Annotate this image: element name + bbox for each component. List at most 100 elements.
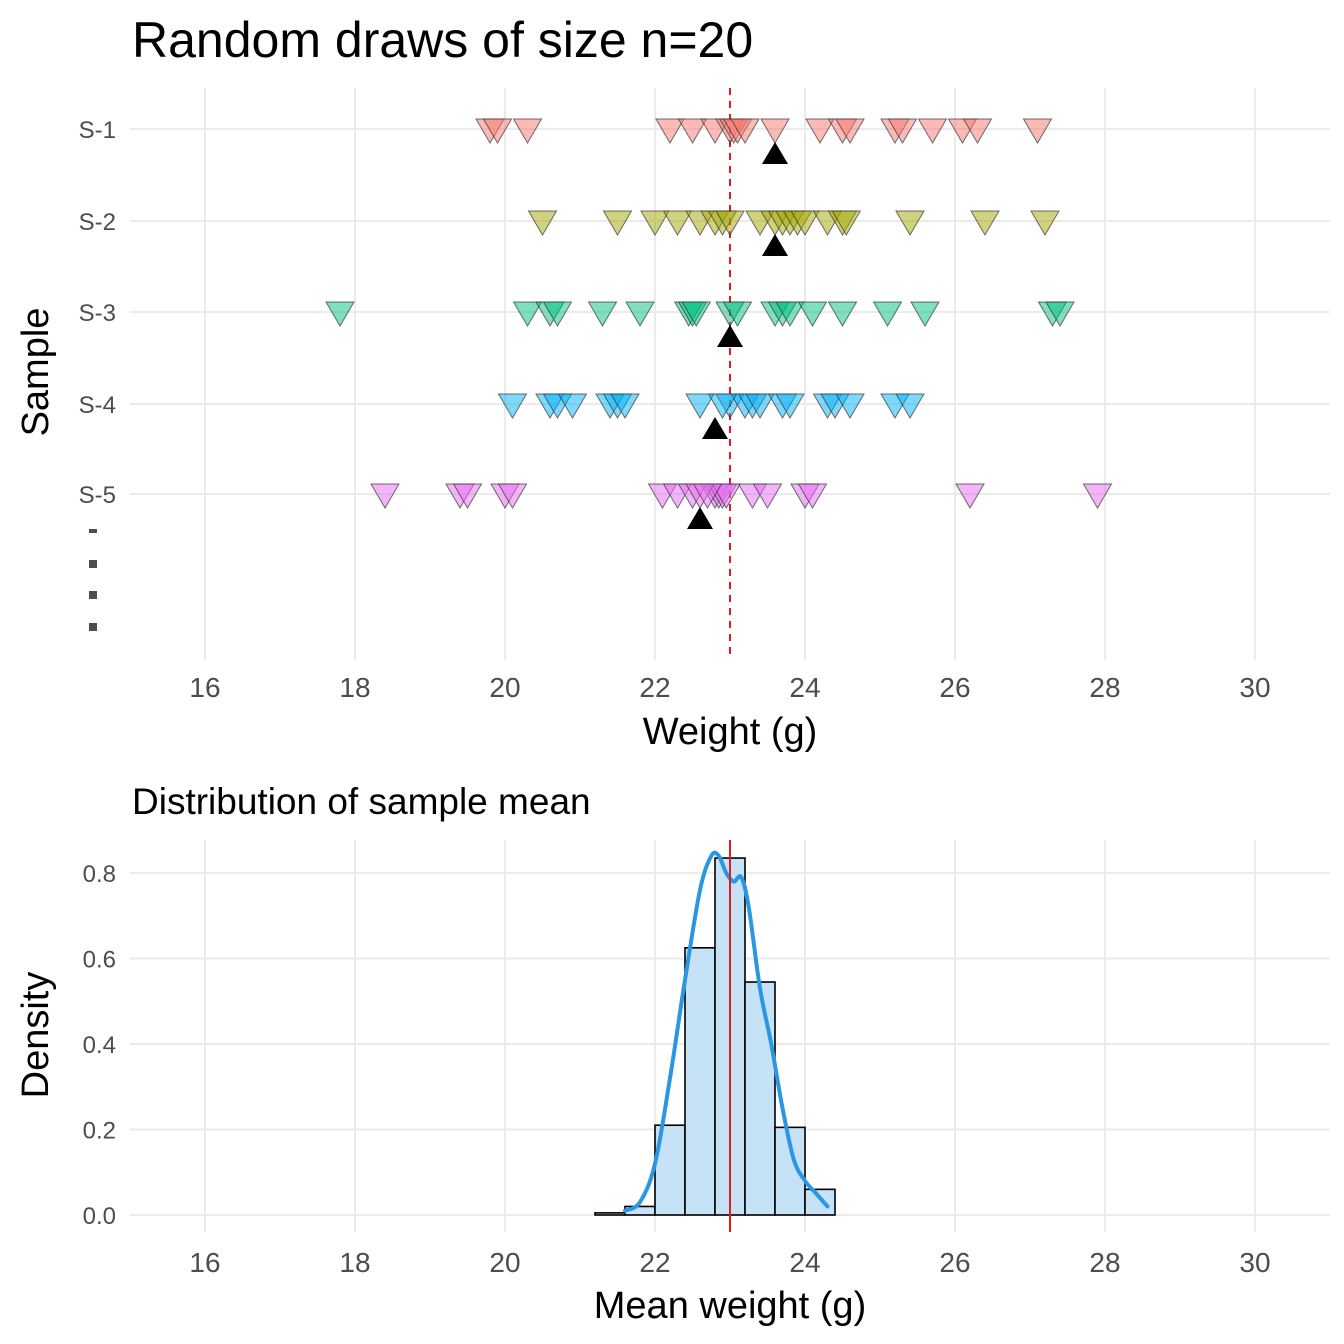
- x-tick-label: 26: [939, 1247, 970, 1278]
- sample-point: [962, 118, 993, 144]
- y-tick-label: 0.6: [83, 947, 116, 974]
- sample-point: [557, 393, 588, 419]
- x-tick-label: 24: [789, 1247, 820, 1278]
- scatter-title: Random draws of size n=20: [132, 12, 753, 68]
- sample-point: [797, 483, 828, 509]
- histogram-title: Distribution of sample mean: [132, 781, 591, 822]
- sample-point: [370, 483, 400, 509]
- x-tick-label: 22: [639, 1247, 670, 1278]
- sample-point: [452, 483, 483, 509]
- x-tick-label: 28: [1089, 1247, 1120, 1278]
- sample-point: [895, 393, 925, 419]
- sample-mean-marker: [702, 417, 728, 439]
- sample-mean-marker: [687, 507, 713, 529]
- ellipsis-dot: [89, 591, 97, 599]
- scatter-x-tick-labels: 16 18 20 22 24 26 28 30: [189, 672, 1270, 703]
- histogram-bar: [684, 947, 716, 1216]
- sample-point: [805, 118, 835, 144]
- y-tick-label: S-4: [79, 392, 116, 419]
- x-tick-label: 24: [789, 672, 820, 703]
- sample-point: [910, 301, 940, 327]
- x-tick-label: 26: [939, 672, 970, 703]
- sample-point: [752, 483, 783, 509]
- sample-point: [325, 301, 355, 327]
- sample-point: [497, 393, 528, 419]
- x-tick-label: 16: [189, 1247, 220, 1278]
- sample-point: [677, 118, 708, 144]
- ellipsis-dot: [89, 529, 97, 533]
- histogram-bar: [744, 981, 776, 1216]
- sample-mean-marker: [717, 325, 743, 347]
- sample-point: [610, 393, 640, 419]
- sample-point: [872, 301, 903, 327]
- y-tick-label: 0.0: [83, 1203, 116, 1230]
- sample-point: [745, 393, 775, 419]
- scatter-y-tick-labels: S-1 S-2 S-3 S-4 S-5: [79, 117, 116, 631]
- sample-point: [797, 301, 828, 327]
- y-tick-label: 0.2: [83, 1118, 116, 1145]
- sample-point: [662, 210, 693, 236]
- sample-point: [655, 118, 685, 144]
- sample-point: [730, 118, 760, 144]
- sample-mean-marker: [762, 234, 788, 256]
- x-tick-label: 22: [639, 672, 670, 703]
- density-curve: [623, 850, 830, 1213]
- sample-point: [602, 210, 633, 236]
- sample-point: [542, 301, 573, 327]
- y-tick-label: S-2: [79, 209, 116, 236]
- sample-point: [715, 210, 745, 236]
- sample-point: [917, 118, 948, 144]
- scatter-y-axis-title: Sample: [15, 308, 57, 437]
- ellipsis-dot: [89, 560, 97, 568]
- sample-point: [775, 301, 805, 327]
- scatter-points: [325, 118, 1113, 509]
- sample-point: [1082, 483, 1113, 509]
- sample-point: [1030, 210, 1060, 236]
- x-tick-label: 28: [1089, 672, 1120, 703]
- y-tick-label: 0.4: [83, 1032, 116, 1059]
- sample-mean-marker: [762, 142, 788, 164]
- sample-point: [497, 483, 528, 509]
- sample-point: [835, 393, 865, 419]
- sample-point: [640, 210, 670, 236]
- sample-point: [835, 118, 865, 144]
- density-curve-line: [623, 850, 830, 1213]
- sample-point: [790, 210, 820, 236]
- y-tick-label: S-3: [79, 300, 116, 327]
- histogram-panel: Distribution of sample mean 16 18 20 22 24 26…: [15, 781, 1330, 1327]
- histogram-x-tick-labels: 16 18 20 22 24 26 28 30: [189, 1247, 1270, 1278]
- sample-point: [527, 210, 558, 236]
- sample-point: [707, 393, 738, 419]
- sample-point: [482, 118, 513, 144]
- sample-point: [512, 118, 543, 144]
- sample-point: [722, 301, 753, 327]
- sample-point: [970, 210, 1000, 236]
- histogram-bar: [594, 1212, 626, 1216]
- sample-point: [760, 118, 790, 144]
- histogram-bar: [804, 1188, 836, 1216]
- sample-point: [681, 301, 712, 327]
- sample-point: [1022, 118, 1053, 144]
- x-tick-label: 18: [339, 1247, 370, 1278]
- sample-point: [587, 301, 618, 327]
- sample-point: [625, 301, 655, 327]
- x-tick-label: 20: [489, 1247, 520, 1278]
- x-tick-label: 30: [1239, 672, 1270, 703]
- y-tick-label: S-1: [79, 117, 116, 144]
- scatter-x-axis-title: Weight (g): [643, 711, 818, 753]
- x-tick-label: 16: [189, 672, 220, 703]
- scatter-mean-markers: [687, 142, 788, 529]
- sample-point: [887, 118, 918, 144]
- x-tick-label: 18: [339, 672, 370, 703]
- sample-point: [831, 210, 862, 236]
- sample-point: [1045, 301, 1075, 327]
- sample-point: [512, 301, 543, 327]
- histogram-bars: [594, 857, 836, 1216]
- y-tick-label: S-5: [79, 482, 116, 509]
- sample-point: [895, 210, 925, 236]
- sample-point: [775, 393, 805, 419]
- x-tick-label: 30: [1239, 1247, 1270, 1278]
- sample-point: [955, 483, 985, 509]
- histogram-y-tick-labels: 0.0 0.2 0.4 0.6 0.8: [83, 861, 116, 1230]
- sample-point: [692, 483, 723, 509]
